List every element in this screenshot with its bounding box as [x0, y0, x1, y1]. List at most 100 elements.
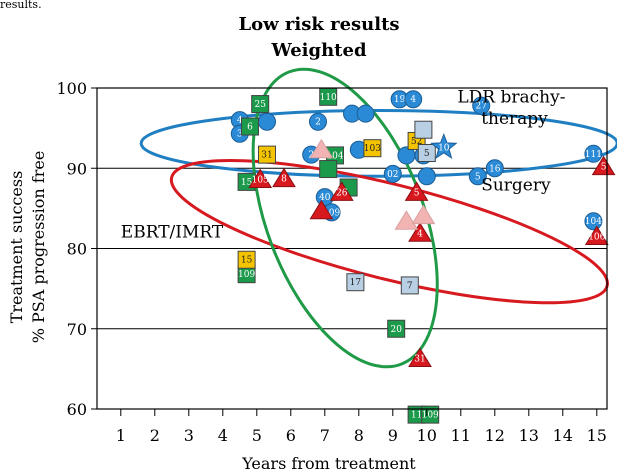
data-point-circle [258, 112, 276, 131]
annotations: LDR brachy-therapy Surgery EBRT/IMRT [121, 87, 566, 242]
data-label: 5 [601, 163, 607, 173]
chart-title: Low risk results [238, 14, 399, 35]
x-tick-label: 10 [417, 426, 437, 445]
data-label: 4 [237, 116, 243, 126]
marker-square [387, 319, 406, 338]
data-point-star: 10 [430, 132, 458, 160]
data-point-square: 6 [241, 117, 259, 136]
data-label: 109 [323, 208, 340, 218]
data-label: 7 [407, 281, 413, 291]
data-label: 4 [410, 95, 416, 105]
marker-square [241, 117, 259, 136]
x-tick-label: 5 [252, 426, 262, 445]
data-label: 104 [585, 217, 602, 227]
x-tick-label: 7 [320, 426, 330, 445]
ellipse-ldr [139, 108, 617, 178]
data-label: 6 [247, 123, 253, 133]
data-label: 27 [475, 102, 487, 112]
marker-square [414, 120, 433, 139]
data-label: 103 [364, 144, 381, 154]
x-tick-label: 2 [150, 426, 160, 445]
data-label: 109 [422, 411, 439, 421]
data-label: 25 [254, 100, 266, 110]
chart-subtitle: Weighted [270, 40, 366, 61]
data-point-triangle: 26 [329, 181, 354, 201]
data-point-circle: 111 [584, 144, 603, 163]
data-points: 4321942720216540109111104256110104151092… [230, 87, 616, 424]
marker-triangle [408, 347, 432, 367]
y-axis-ticks: 60 70 80 90 100 [56, 79, 97, 419]
x-axis-label: Years from treatment [241, 454, 416, 473]
data-point-triangle [309, 199, 334, 220]
data-label: 105 [252, 175, 269, 185]
data-label: 4 [417, 229, 423, 239]
data-point-triangle: 4 [408, 222, 432, 242]
data-label: 8 [281, 175, 287, 185]
x-tick-label: 1 [116, 426, 126, 445]
marker-triangle [248, 168, 273, 188]
data-point-triangle [309, 138, 334, 159]
data-label: 2 [315, 118, 321, 128]
data-point-triangle: 105 [248, 168, 273, 188]
data-point-circle: 104 [584, 212, 603, 231]
marker-triangle [404, 181, 429, 201]
y-tick-label: 60 [67, 400, 87, 419]
data-point-circle: 16 [485, 159, 504, 178]
x-tick-label: 14 [553, 426, 573, 445]
data-label: 17 [350, 278, 362, 288]
marker-square [400, 276, 419, 295]
marker-square [363, 139, 382, 158]
marker-circle [468, 167, 487, 186]
data-point-circle: 27 [472, 96, 491, 115]
marker-circle [383, 164, 402, 183]
data-point-triangle [411, 204, 436, 225]
data-point-triangle: 8 [272, 167, 296, 188]
data-label: 40 [319, 193, 331, 203]
data-point-square: 31 [258, 145, 276, 164]
data-label: 26 [336, 188, 348, 198]
data-label: 109 [238, 270, 255, 280]
marker-triangle [309, 199, 334, 220]
data-point-square: 17 [346, 273, 365, 292]
marker-square [417, 144, 436, 163]
data-point-triangle [394, 210, 419, 230]
data-point-square: 15 [237, 250, 256, 269]
data-label: 5 [424, 149, 430, 159]
marker-triangle [309, 138, 334, 159]
marker-circle [356, 104, 375, 123]
x-axis-ticks: 1 2 3 4 5 6 7 8 9 10 11 12 13 14 15 [116, 409, 607, 445]
data-point-square: 109 [237, 265, 256, 284]
data-point-square: 110 [319, 87, 338, 106]
data-label: 52 [411, 137, 422, 147]
marker-square [319, 160, 338, 179]
data-label: 111 [585, 150, 602, 160]
marker-star [430, 132, 458, 160]
marker-triangle [394, 210, 419, 230]
marker-circle [472, 96, 491, 115]
ellipse-surgery [169, 159, 609, 305]
data-label: 104 [326, 151, 343, 161]
data-point-square: 5 [417, 144, 436, 163]
data-label: 31 [414, 354, 425, 364]
data-label: 5 [414, 188, 420, 198]
data-point-triangle: 5 [591, 155, 616, 176]
marker-circle [309, 112, 327, 131]
data-label: 15 [241, 256, 253, 266]
data-point-circle [356, 104, 375, 123]
data-label: 3 [237, 130, 243, 140]
marker-circle [417, 167, 436, 186]
marker-square [258, 145, 276, 164]
y-tick-label: 80 [67, 240, 87, 259]
annotation-label: LDR brachy- [457, 87, 565, 107]
marker-square [346, 273, 365, 292]
x-tick-label: 9 [388, 426, 398, 445]
data-point-square: 7 [400, 276, 419, 295]
annotation-label: Surgery [481, 176, 551, 196]
x-tick-label: 13 [519, 426, 539, 445]
data-point-circle [417, 167, 436, 186]
data-label: 02 [387, 170, 398, 180]
x-tick-label: 3 [184, 426, 194, 445]
data-label: 11 [411, 411, 422, 421]
x-tick-label: 8 [354, 426, 364, 445]
data-point-square: 109 [421, 405, 440, 424]
